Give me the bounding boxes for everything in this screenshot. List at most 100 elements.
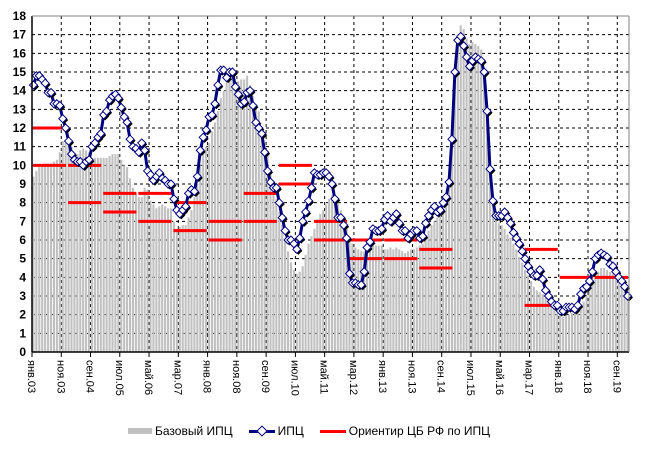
core-cpi-bar (322, 210, 325, 352)
core-cpi-bar (310, 236, 313, 352)
core-cpi-bar (161, 204, 164, 352)
core-cpi-bar (164, 206, 167, 352)
cpi-point (341, 233, 352, 243)
core-cpi-bar (93, 157, 96, 352)
core-cpi-bar (453, 81, 456, 352)
cpi-point (300, 207, 311, 217)
x-tick-label: янв.13 (376, 360, 388, 393)
cpi-point (338, 220, 349, 230)
x-tick-label: июл.05 (113, 360, 125, 396)
core-cpi-bar (82, 148, 85, 352)
core-cpi-bar (102, 157, 105, 352)
core-cpi-bar (278, 212, 281, 352)
cpi-point (619, 281, 630, 292)
cpi-point (207, 110, 217, 120)
core-cpi-bar (120, 159, 123, 352)
cpi-point (84, 155, 94, 165)
cpi-point (505, 218, 516, 228)
cpi-point (122, 117, 132, 128)
cpi-point (274, 197, 284, 208)
core-cpi-bar (614, 277, 617, 352)
cpi-point (391, 209, 402, 219)
cpi-point (245, 85, 255, 96)
core-cpi-bar (219, 98, 222, 352)
legend-item-core-cpi: Базовый ИПЦ (128, 424, 233, 438)
core-cpi-bar (512, 243, 515, 352)
core-cpi-bar (430, 225, 433, 352)
core-cpi-bar (336, 202, 339, 352)
x-tick-label: май.11 (318, 360, 330, 394)
core-cpi-bar (360, 251, 363, 352)
core-cpi-bar (611, 273, 614, 352)
y-tick-label: 18 (13, 9, 27, 23)
core-cpi-bar (471, 42, 474, 353)
cpi-point (447, 134, 457, 144)
core-cpi-bar (547, 299, 550, 352)
legend-swatch-red-line (319, 429, 346, 433)
cpi-point (60, 123, 71, 133)
core-cpi-bar (64, 142, 67, 352)
core-cpi-bar (246, 75, 249, 352)
core-cpi-bar (597, 271, 600, 352)
core-cpi-bar (567, 314, 571, 352)
core-cpi-bar (108, 156, 111, 352)
core-cpi-bar (275, 198, 278, 352)
core-cpi-bar (134, 193, 137, 352)
core-cpi-bar (234, 81, 237, 352)
core-cpi-bar (576, 310, 579, 352)
cpi-point (602, 252, 612, 262)
core-cpi-bar (377, 245, 380, 352)
core-cpi-bar (582, 301, 585, 352)
cpi-point (336, 212, 346, 223)
core-cpi-bar (447, 180, 451, 352)
core-cpi-bar (205, 146, 208, 352)
core-cpi-bar (600, 268, 603, 352)
core-cpi-bar (406, 251, 410, 352)
core-cpi-bar (386, 249, 389, 352)
core-cpi-bar (401, 251, 404, 352)
cpi-point (230, 82, 241, 92)
core-cpi-bar (111, 154, 114, 352)
y-tick-label: 9 (19, 177, 26, 191)
core-cpi-bar (351, 243, 354, 352)
core-cpi-bar (240, 79, 243, 352)
core-cpi-bar (73, 154, 76, 352)
core-cpi-bar (131, 187, 135, 352)
core-cpi-bar (114, 154, 117, 352)
legend: Базовый ИПЦ ИПЦ Ориентир ЦБ РФ по ИПЦ (128, 424, 506, 438)
core-cpi-bar (316, 219, 319, 352)
core-cpi-bar (243, 79, 246, 352)
x-tick-label: сен.09 (259, 360, 271, 393)
x-tick-label: сен.19 (610, 360, 622, 393)
core-cpi-bar (254, 105, 257, 352)
core-cpi-bar (371, 245, 374, 352)
core-cpi-bar (418, 245, 421, 352)
x-tick-label: янв.03 (25, 360, 37, 393)
core-cpi-bar (269, 169, 272, 352)
x-tick-label: мар.07 (171, 360, 183, 395)
core-cpi-bar (345, 228, 348, 352)
core-cpi-bar (327, 198, 331, 352)
core-cpi-bar (462, 29, 465, 353)
core-cpi-bars (32, 25, 629, 353)
core-cpi-bar (486, 118, 489, 353)
core-cpi-bar (266, 156, 269, 352)
core-cpi-bar (424, 238, 427, 352)
legend-item-cpi: ИПЦ (248, 424, 304, 438)
core-cpi-bar (456, 44, 459, 352)
cpi-point (113, 93, 124, 103)
core-cpi-bar (196, 184, 199, 352)
core-cpi-bar (363, 251, 366, 352)
core-cpi-bar (237, 81, 240, 352)
core-cpi-bar (263, 142, 266, 352)
cpi-point (55, 100, 65, 111)
core-cpi-bar (155, 208, 158, 352)
y-tick-label: 7 (19, 214, 26, 228)
core-cpi-bar (559, 314, 562, 352)
core-cpi-bar (152, 204, 155, 352)
core-cpi-bar (38, 167, 41, 352)
cpi-point (189, 186, 200, 197)
x-tick-label: ноя.08 (230, 360, 242, 393)
core-cpi-bar (199, 165, 202, 352)
